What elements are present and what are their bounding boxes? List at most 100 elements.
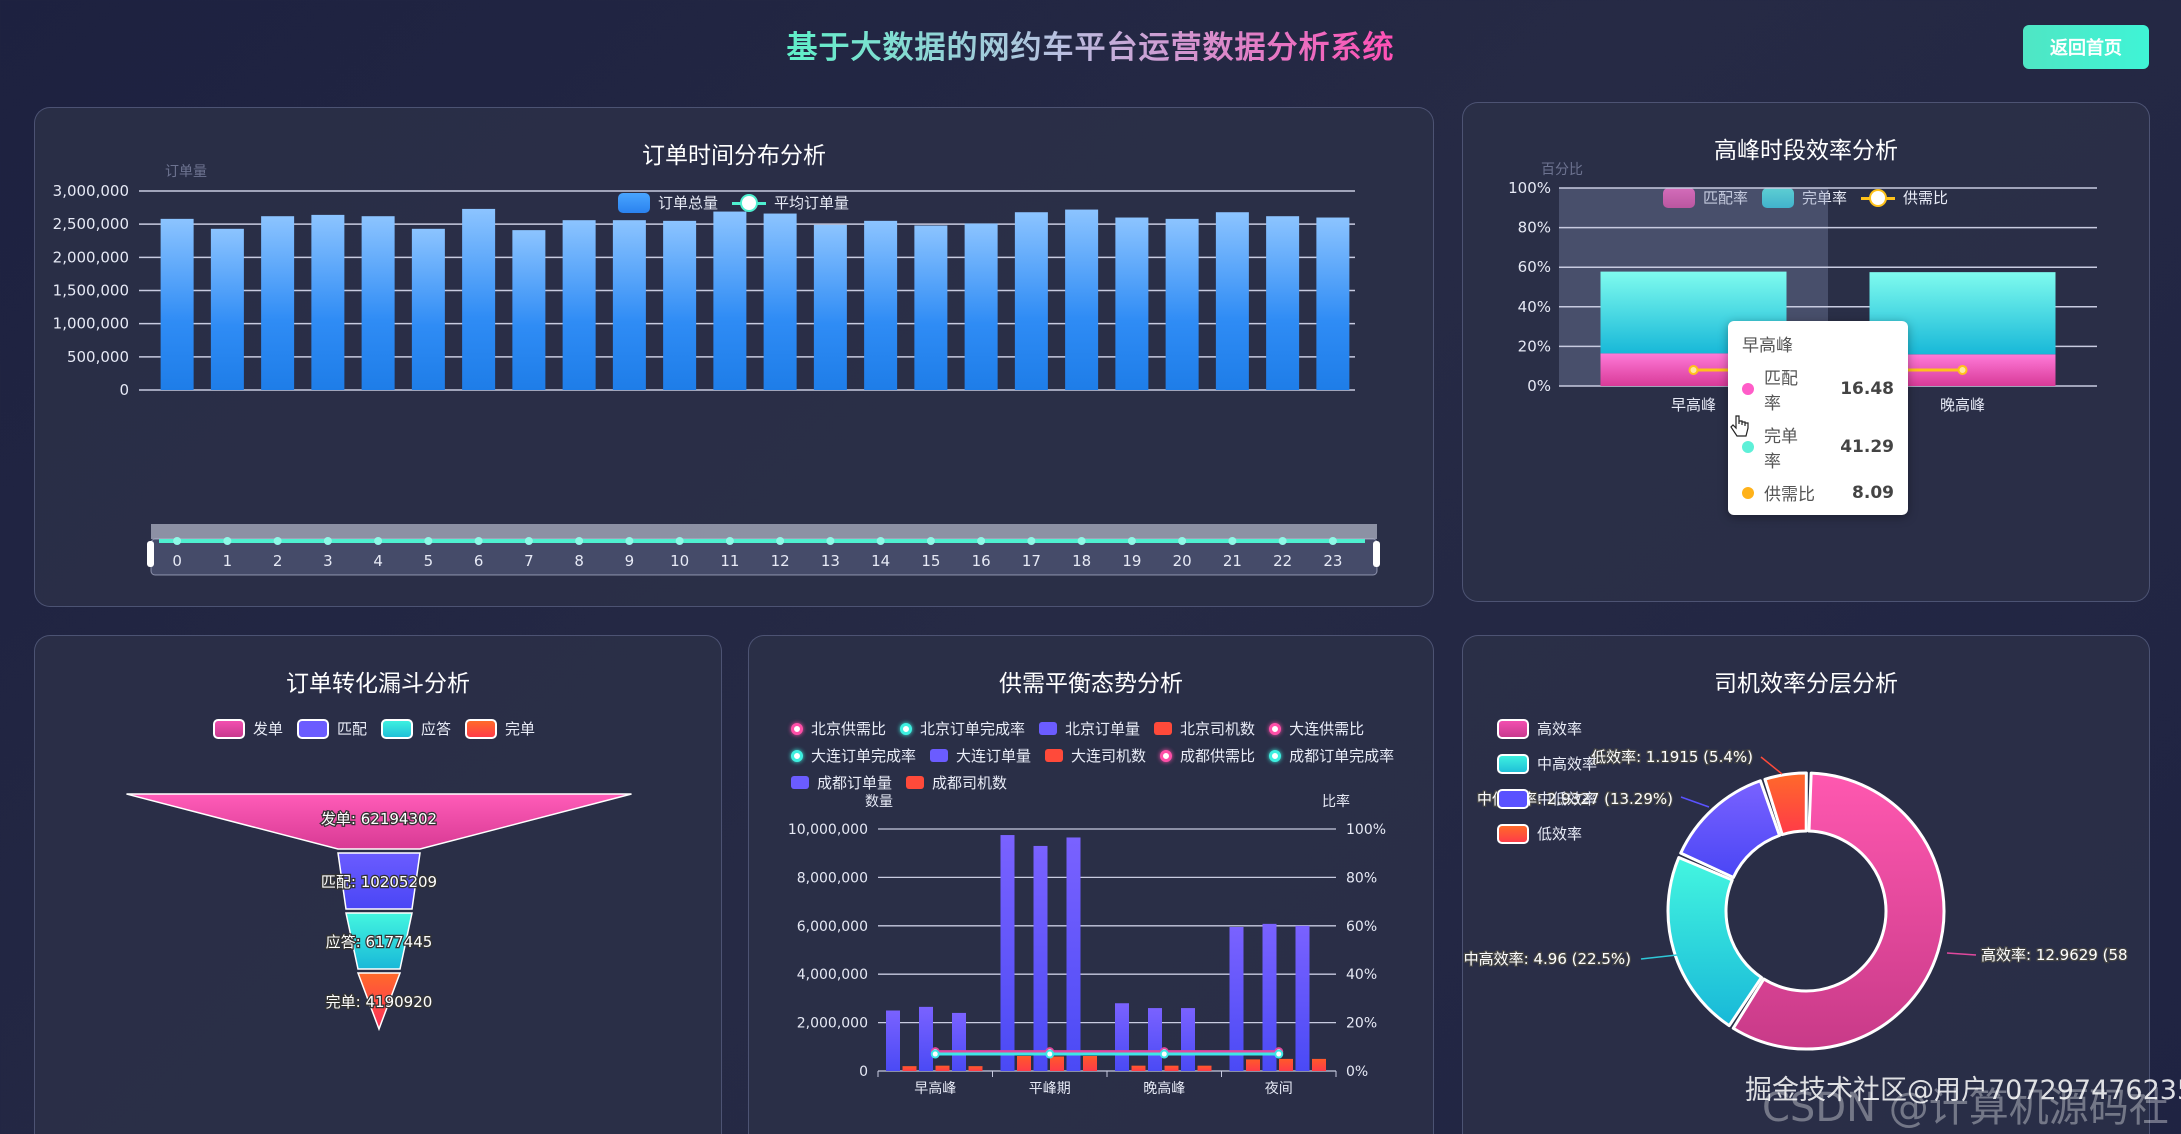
- donut-slice[interactable]: [1763, 771, 1808, 837]
- bar[interactable]: [1148, 1008, 1162, 1071]
- bar[interactable]: [935, 1065, 950, 1071]
- home-button[interactable]: 返回首页: [2023, 25, 2149, 69]
- bar[interactable]: [1165, 218, 1199, 390]
- donut-slice[interactable]: [1731, 771, 1946, 1051]
- bar[interactable]: [361, 216, 395, 390]
- legend-item[interactable]: 北京订单完成率: [900, 718, 1025, 739]
- legend-item[interactable]: 成都司机数: [906, 772, 1007, 793]
- bar[interactable]: [1131, 1065, 1146, 1071]
- legend-label: 北京订单量: [1065, 720, 1141, 738]
- time-distribution-chart[interactable]: 订单量 0 500,000 1,000,000 1,500,000 2,000,000 2,…: [35, 108, 1435, 608]
- legend-item-mid-high[interactable]: 中高效率: [1497, 753, 1597, 774]
- supply-ratio-point[interactable]: [1688, 364, 1699, 375]
- bar[interactable]: [1181, 1008, 1195, 1071]
- legend-item[interactable]: 北京供需比: [791, 718, 886, 739]
- bar[interactable]: [1115, 1003, 1129, 1071]
- panel-title: 供需平衡态势分析: [999, 671, 1183, 697]
- bar[interactable]: [311, 214, 345, 390]
- bar[interactable]: [1115, 217, 1149, 390]
- bar[interactable]: [1083, 1055, 1097, 1071]
- bar[interactable]: [1050, 1056, 1064, 1071]
- bar[interactable]: [713, 211, 747, 390]
- bar[interactable]: [1229, 927, 1244, 1071]
- datazoom-slider-bar[interactable]: [151, 524, 1377, 539]
- legend-item-match[interactable]: 匹配: [297, 718, 367, 739]
- legend-item-match-rate[interactable]: 匹配率: [1663, 187, 1748, 208]
- svg-text:20%: 20%: [1518, 337, 1551, 355]
- supply-demand-chart[interactable]: 数量 比率 0 0% 2,000,000 20% 4,000,000 40% 6,000,000…: [749, 636, 1435, 1134]
- bar[interactable]: [1295, 925, 1310, 1071]
- bar[interactable]: [1033, 845, 1048, 1071]
- bar[interactable]: [864, 220, 898, 390]
- bar[interactable]: [462, 208, 496, 390]
- legend-item-dispatch[interactable]: 发单: [213, 718, 283, 739]
- donut-slice[interactable]: [1679, 779, 1782, 879]
- avg-point: [725, 537, 734, 545]
- funnel-stage[interactable]: [356, 972, 402, 1032]
- bar[interactable]: [919, 1006, 933, 1071]
- bar[interactable]: [1312, 1058, 1326, 1071]
- supply-ratio-point[interactable]: [1957, 364, 1968, 375]
- legend-item[interactable]: 成都订单完成率: [1269, 745, 1394, 766]
- funnel-stage[interactable]: [345, 912, 413, 970]
- bar[interactable]: [902, 1066, 917, 1071]
- bar[interactable]: [952, 1012, 966, 1071]
- bar[interactable]: [968, 1066, 983, 1071]
- datazoom-handle-left[interactable]: [147, 541, 154, 567]
- bar[interactable]: [1014, 212, 1048, 390]
- legend-item[interactable]: 大连订单量: [930, 745, 1031, 766]
- legend-item[interactable]: 大连司机数: [1045, 745, 1146, 766]
- bar[interactable]: [1066, 837, 1081, 1071]
- legend-item[interactable]: 北京司机数: [1154, 718, 1255, 739]
- bar[interactable]: [1065, 209, 1099, 390]
- funnel-stage[interactable]: [337, 852, 421, 910]
- legend-item-mid-low[interactable]: 中低效率: [1497, 788, 1597, 809]
- datazoom-track[interactable]: [150, 538, 1378, 576]
- bar[interactable]: [261, 216, 295, 390]
- donut-slice[interactable]: [1666, 856, 1763, 1028]
- bar[interactable]: [964, 223, 998, 390]
- legend-item-supply-ratio[interactable]: 供需比: [1861, 187, 1948, 208]
- completion-rate-point[interactable]: [1159, 1049, 1169, 1059]
- bar[interactable]: [914, 225, 948, 390]
- bar[interactable]: [763, 213, 797, 390]
- bar[interactable]: [562, 220, 596, 390]
- legend-item[interactable]: 成都订单量: [791, 772, 892, 793]
- legend-item[interactable]: 北京订单量: [1039, 718, 1140, 739]
- legend-item-answer[interactable]: 应答: [381, 718, 451, 739]
- bar[interactable]: [1262, 923, 1277, 1071]
- bar[interactable]: [1266, 216, 1300, 390]
- bar[interactable]: [663, 220, 697, 390]
- legend-item-high[interactable]: 高效率: [1497, 718, 1582, 739]
- bar[interactable]: [1279, 1058, 1293, 1071]
- legend-item-total-orders[interactable]: 订单总量: [618, 192, 718, 213]
- legend-item-avg-orders[interactable]: 平均订单量: [732, 192, 849, 213]
- legend-item-complete[interactable]: 完单: [465, 718, 535, 739]
- bar[interactable]: [411, 228, 445, 390]
- completion-rate-point[interactable]: [1274, 1049, 1284, 1059]
- bar[interactable]: [813, 224, 847, 390]
- bar[interactable]: [612, 220, 646, 390]
- datazoom-handle-right[interactable]: [1373, 541, 1380, 567]
- funnel-chart[interactable]: 发单: 62194302 匹配: 10205209 应答: 6177445 完单: 4…: [35, 636, 723, 1134]
- bar[interactable]: [210, 228, 244, 390]
- bar[interactable]: [886, 1010, 900, 1072]
- legend-item-complete-rate[interactable]: 完单率: [1762, 187, 1847, 208]
- bar[interactable]: [1246, 1059, 1260, 1071]
- legend-item[interactable]: 成都供需比: [1160, 745, 1255, 766]
- bar[interactable]: [1000, 835, 1015, 1071]
- bar[interactable]: [1215, 212, 1249, 390]
- bar[interactable]: [1017, 1055, 1031, 1071]
- bar[interactable]: [512, 230, 546, 390]
- legend-item[interactable]: 大连供需比: [1269, 718, 1364, 739]
- bar[interactable]: [1164, 1065, 1179, 1071]
- bar[interactable]: [1197, 1065, 1212, 1071]
- bar[interactable]: [160, 218, 194, 390]
- completion-rate-point[interactable]: [930, 1049, 940, 1059]
- legend-item-low[interactable]: 低效率: [1497, 823, 1582, 844]
- bar[interactable]: [1316, 217, 1350, 390]
- completion-rate-point[interactable]: [1045, 1049, 1055, 1059]
- legend-item[interactable]: 大连订单完成率: [791, 745, 916, 766]
- funnel-stage[interactable]: [126, 793, 632, 850]
